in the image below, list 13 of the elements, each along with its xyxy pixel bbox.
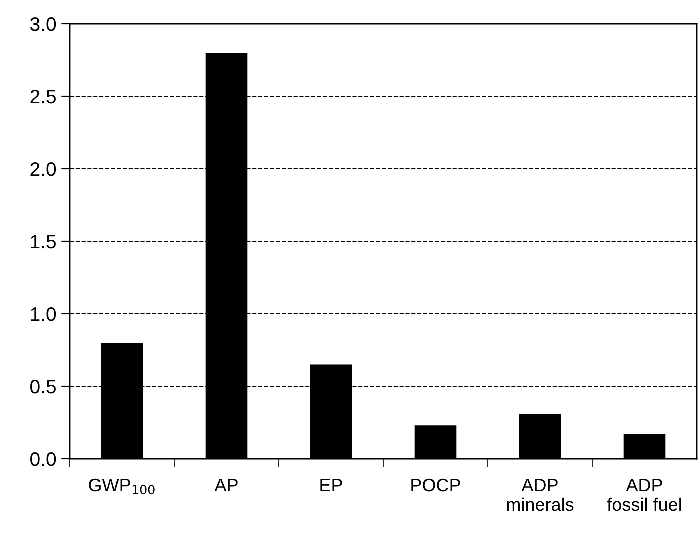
x-tick-label: ADP fossil fuel <box>607 479 682 512</box>
y-tick-label: 2.5 <box>30 90 56 104</box>
x-tick-label: POCP <box>412 478 460 492</box>
y-tick-label: 3.0 <box>30 17 56 32</box>
y-tick-label: 1.0 <box>31 307 56 322</box>
x-tick-label: ADP minerals <box>507 479 574 512</box>
y-tick-label: 0.0 <box>30 452 56 466</box>
x-tick-label: EP <box>320 479 342 492</box>
x-tick-label: GWP$_{100}$ <box>89 478 155 495</box>
y-tick-label: 0.5 <box>30 380 56 394</box>
y-tick-label: 1.5 <box>31 235 56 249</box>
y-tick-label: 2.0 <box>30 162 56 176</box>
x-tick-label: AP <box>214 479 238 492</box>
